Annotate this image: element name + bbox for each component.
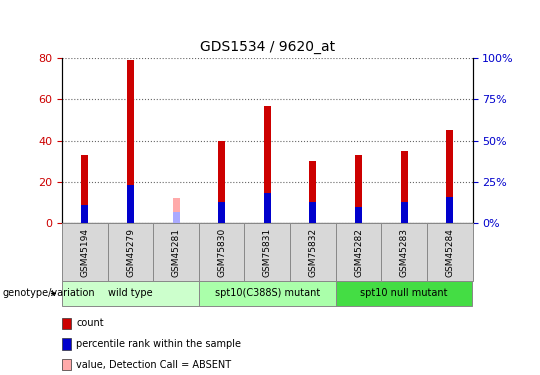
Text: GSM45283: GSM45283 [400, 228, 409, 277]
Bar [264, 194, 271, 223]
Bar [427, 223, 472, 281]
Bar [62, 223, 107, 281]
Bar [290, 223, 336, 281]
Text: spt10 null mutant: spt10 null mutant [360, 288, 448, 298]
Bar [336, 281, 472, 306]
Bar [218, 141, 225, 223]
Text: GSM75832: GSM75832 [308, 228, 318, 277]
Bar [62, 359, 71, 370]
Bar [62, 338, 71, 350]
Text: genotype/variation: genotype/variation [3, 288, 96, 298]
Bar [446, 130, 453, 223]
Bar [173, 211, 179, 223]
Text: value, Detection Call = ABSENT: value, Detection Call = ABSENT [76, 360, 231, 370]
Text: GSM45281: GSM45281 [172, 228, 180, 277]
Bar [199, 223, 245, 281]
Bar [264, 106, 271, 223]
Bar [336, 223, 381, 281]
Text: GSM45279: GSM45279 [126, 228, 135, 277]
Bar [309, 161, 316, 223]
Bar [127, 60, 134, 223]
Text: GSM75830: GSM75830 [217, 228, 226, 277]
Text: wild type: wild type [108, 288, 153, 298]
Bar [173, 198, 179, 223]
Text: spt10(C388S) mutant: spt10(C388S) mutant [215, 288, 320, 298]
Bar [62, 318, 71, 329]
Text: GSM45284: GSM45284 [445, 228, 454, 277]
Bar [82, 205, 89, 223]
Text: count: count [76, 318, 104, 328]
Title: GDS1534 / 9620_at: GDS1534 / 9620_at [200, 40, 335, 54]
Bar [446, 197, 453, 223]
Bar [127, 185, 134, 223]
Text: GSM75831: GSM75831 [263, 228, 272, 277]
Bar [82, 155, 89, 223]
Bar [62, 281, 199, 306]
Bar [218, 202, 225, 223]
Bar [107, 223, 153, 281]
Bar [401, 151, 408, 223]
Text: GSM45194: GSM45194 [80, 228, 90, 277]
Bar [309, 202, 316, 223]
Bar [355, 155, 362, 223]
Bar [401, 202, 408, 223]
Bar [245, 223, 290, 281]
Bar [381, 223, 427, 281]
Bar [355, 207, 362, 223]
Text: percentile rank within the sample: percentile rank within the sample [76, 339, 241, 349]
Bar [153, 223, 199, 281]
Text: GSM45282: GSM45282 [354, 228, 363, 277]
Bar [199, 281, 336, 306]
